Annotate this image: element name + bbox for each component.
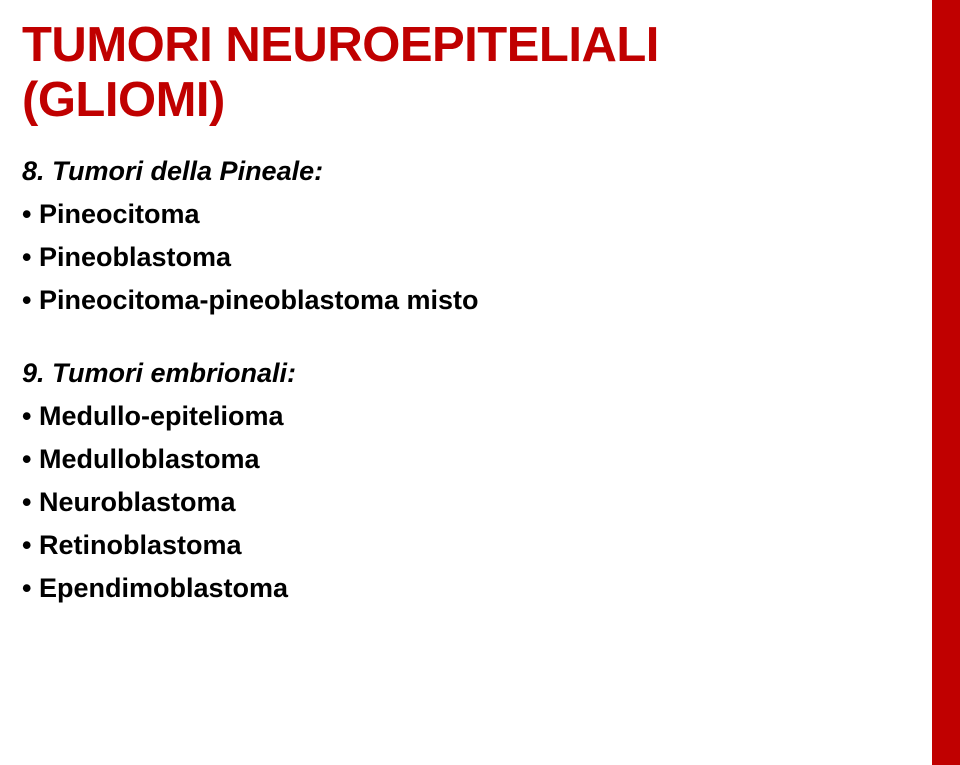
list-item: Neuroblastoma bbox=[22, 487, 920, 518]
list-item: Medulloblastoma bbox=[22, 444, 920, 475]
slide-content: TUMORI NEUROEPITELIALI (GLIOMI) 8. Tumor… bbox=[0, 0, 960, 636]
section-header: 9. Tumori embrionali: bbox=[22, 358, 920, 389]
slide-title: TUMORI NEUROEPITELIALI (GLIOMI) bbox=[22, 18, 920, 128]
title-line-2: (GLIOMI) bbox=[22, 73, 225, 127]
section-header: 8. Tumori della Pineale: bbox=[22, 156, 920, 187]
list-item: Pineocitoma bbox=[22, 199, 920, 230]
content-list: 9. Tumori embrionali: Medullo-epitelioma… bbox=[22, 358, 920, 604]
list-item: Ependimoblastoma bbox=[22, 573, 920, 604]
section-gap bbox=[22, 328, 920, 358]
content-list: 8. Tumori della Pineale: Pineocitoma Pin… bbox=[22, 156, 920, 316]
list-item: Retinoblastoma bbox=[22, 530, 920, 561]
title-line-1: TUMORI NEUROEPITELIALI bbox=[22, 18, 659, 72]
list-item: Medullo-epitelioma bbox=[22, 401, 920, 432]
list-item: Pineocitoma-pineoblastoma misto bbox=[22, 285, 920, 316]
accent-sidebar bbox=[932, 0, 960, 765]
list-item: Pineoblastoma bbox=[22, 242, 920, 273]
